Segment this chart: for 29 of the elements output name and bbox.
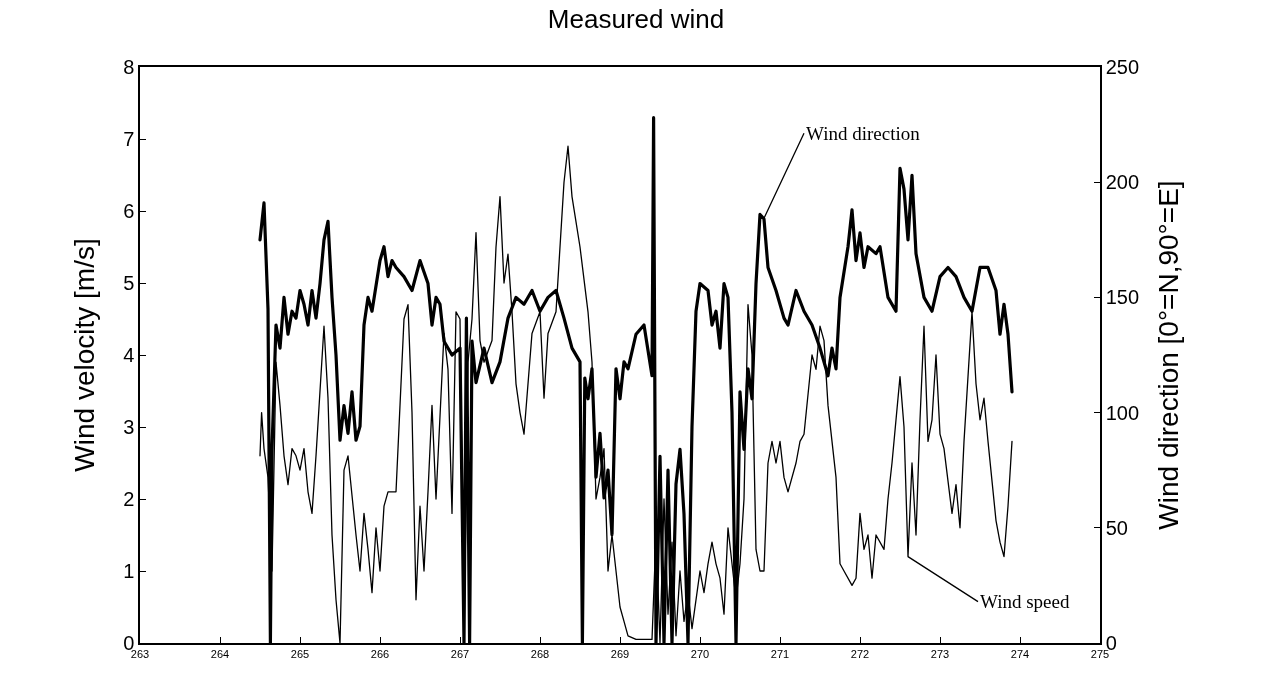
y-tick-label: 6 [123, 200, 135, 222]
y-tick-label: 3 [123, 416, 135, 438]
x-tick-label: 267 [450, 647, 470, 660]
chart-title: Measured wind [547, 4, 725, 35]
x-tick-label: 271 [770, 647, 790, 660]
x-tick-label: 268 [530, 647, 550, 660]
annotation: Wind speed [980, 591, 1070, 612]
x-tick-label: 270 [690, 647, 710, 660]
x-tick-label: 274 [1010, 647, 1030, 660]
y2-tick-label: 200 [1105, 171, 1140, 194]
y2-tick-label: 250 [1105, 56, 1140, 78]
y-tick-label: 2 [123, 488, 135, 510]
y-tick-label: 8 [123, 56, 135, 78]
x-tick-label: 264 [210, 647, 230, 660]
x-tick-label: 272 [850, 647, 870, 660]
y2-tick-label: 50 [1105, 516, 1128, 539]
y-tick-label: 7 [123, 128, 135, 150]
y-axis-title: Wind velocity [m/s] [69, 238, 101, 472]
y-tick-label: 1 [123, 560, 135, 582]
x-tick-label: 269 [610, 647, 630, 660]
y-tick-label: 5 [123, 272, 135, 294]
x-tick-label: 265 [290, 647, 310, 660]
y2-axis-title: Wind direction [0°=N,90°=E] [1152, 180, 1184, 530]
y2-tick-label: 150 [1105, 286, 1140, 309]
annotation: Wind direction [806, 123, 921, 144]
y-tick-label: 4 [123, 344, 135, 366]
y2-tick-label: 100 [1105, 401, 1140, 424]
x-tick-label: 266 [370, 647, 390, 660]
x-tick-label: 273 [930, 647, 950, 660]
